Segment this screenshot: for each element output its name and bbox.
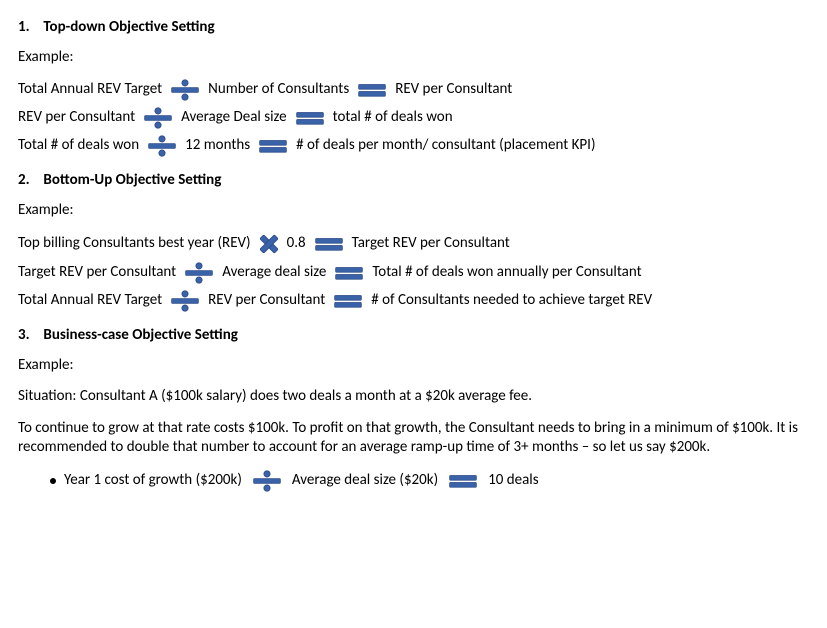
section-2-heading: 2. Bottom-Up Objective Setting bbox=[18, 171, 809, 191]
eq-term: Total Annual REV Target bbox=[18, 291, 162, 311]
equals-icon bbox=[332, 262, 366, 284]
section-1-eq-2: REV per Consultant Average Deal size tot… bbox=[18, 107, 809, 129]
section-2-example-label: Example: bbox=[18, 201, 809, 221]
equals-icon bbox=[331, 290, 365, 312]
section-2-eq-2: Target REV per Consultant Average deal s… bbox=[18, 262, 809, 284]
section-1-heading: 1. Top-down Objective Setting bbox=[18, 18, 809, 38]
section-3-title: Business-case Objective Setting bbox=[43, 326, 237, 344]
eq-term: Total # of deals won annually per Consul… bbox=[372, 263, 641, 283]
section-3-bullet-1: Year 1 cost of growth ($200k) Average de… bbox=[50, 470, 809, 492]
section-2-title: Bottom-Up Objective Setting bbox=[43, 171, 221, 189]
eq-term: # of deals per month/ consultant (placem… bbox=[296, 136, 595, 156]
eq-term: total # of deals won bbox=[333, 108, 453, 128]
equals-icon bbox=[312, 233, 346, 255]
eq-term: 10 deals bbox=[488, 471, 538, 491]
divide-icon bbox=[182, 262, 216, 284]
section-3-heading: 3. Business-case Objective Setting bbox=[18, 326, 809, 346]
divide-icon bbox=[250, 470, 284, 492]
section-3-example-label: Example: bbox=[18, 356, 809, 376]
section-3-paragraph: To continue to grow at that rate costs $… bbox=[18, 419, 808, 458]
bullet-icon bbox=[50, 478, 56, 484]
eq-term: # of Consultants needed to achieve targe… bbox=[371, 291, 652, 311]
section-2-eq-3: Total Annual REV Target REV per Consulta… bbox=[18, 290, 809, 312]
section-2-eq-1: Top billing Consultants best year (REV) … bbox=[18, 232, 809, 256]
divide-icon bbox=[145, 135, 179, 157]
eq-term: REV per Consultant bbox=[208, 291, 325, 311]
document-page: 1. Top-down Objective Setting Example: T… bbox=[0, 0, 827, 628]
eq-term: Total Annual REV Target bbox=[18, 80, 162, 100]
section-2-number: 2. bbox=[18, 171, 40, 191]
section-1-eq-1: Total Annual REV Target Number of Consul… bbox=[18, 79, 809, 101]
equals-icon bbox=[355, 79, 389, 101]
eq-term: 0.8 bbox=[287, 234, 306, 254]
section-1-number: 1. bbox=[18, 18, 40, 38]
eq-term: Number of Consultants bbox=[208, 80, 349, 100]
eq-term: Average Deal size bbox=[181, 108, 286, 128]
eq-term: Year 1 cost of growth ($200k) bbox=[64, 471, 242, 491]
eq-term: REV per Consultant bbox=[18, 108, 135, 128]
divide-icon bbox=[168, 79, 202, 101]
equals-icon bbox=[256, 135, 290, 157]
eq-term: Target REV per Consultant bbox=[352, 234, 510, 254]
eq-term: Average deal size ($20k) bbox=[292, 471, 438, 491]
section-3-situation: Situation: Consultant A ($100k salary) d… bbox=[18, 387, 809, 407]
section-3-number: 3. bbox=[18, 326, 40, 346]
section-1-eq-3: Total # of deals won 12 months # of deal… bbox=[18, 135, 809, 157]
eq-term: Average deal size bbox=[222, 263, 326, 283]
eq-term: Top billing Consultants best year (REV) bbox=[18, 234, 251, 254]
section-1-example-label: Example: bbox=[18, 48, 809, 68]
eq-term: 12 months bbox=[185, 136, 250, 156]
eq-term: Total # of deals won bbox=[18, 136, 139, 156]
multiply-icon bbox=[257, 232, 281, 256]
divide-icon bbox=[168, 290, 202, 312]
divide-icon bbox=[141, 107, 175, 129]
section-1-title: Top-down Objective Setting bbox=[43, 18, 214, 36]
eq-term: Target REV per Consultant bbox=[18, 263, 176, 283]
eq-term: REV per Consultant bbox=[395, 80, 512, 100]
equals-icon bbox=[293, 107, 327, 129]
equals-icon bbox=[446, 470, 480, 492]
